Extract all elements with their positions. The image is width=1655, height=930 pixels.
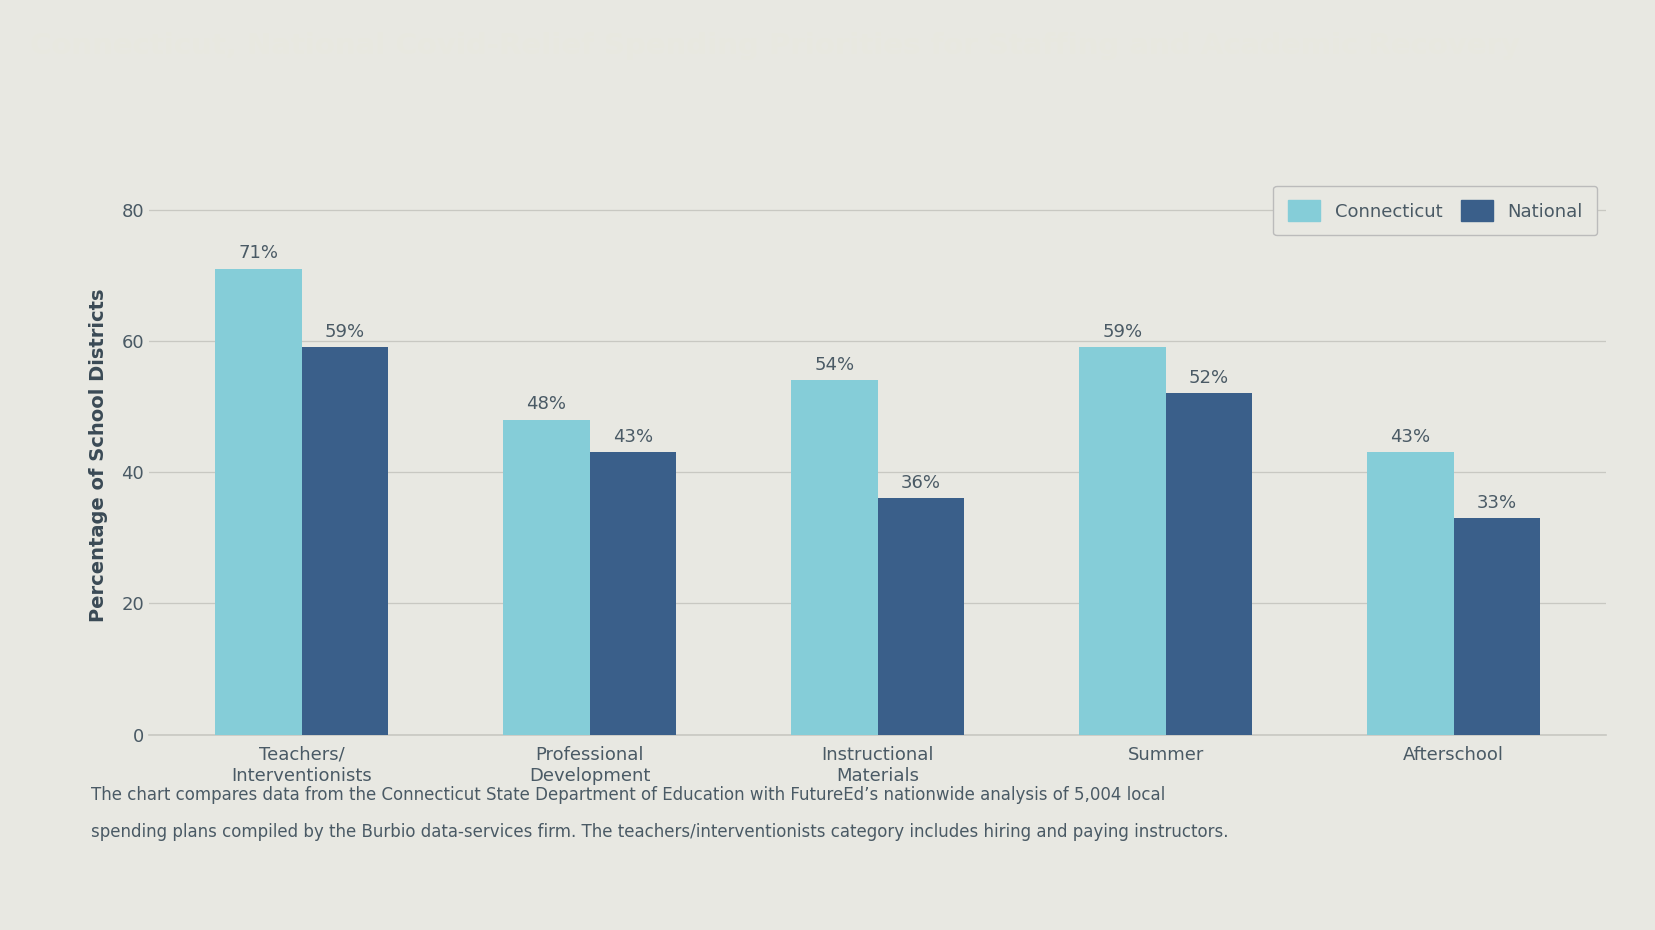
Text: 33%: 33%	[1476, 494, 1516, 512]
Text: 43%: 43%	[612, 428, 652, 445]
Bar	[877, 498, 963, 735]
Text: 52%: 52%	[1188, 369, 1228, 387]
Text: 59%: 59%	[1102, 323, 1142, 340]
Bar	[1079, 348, 1165, 735]
Bar	[1367, 452, 1453, 735]
Text: 43%: 43%	[1390, 428, 1430, 445]
Bar	[589, 452, 675, 735]
Text: 54%: 54%	[814, 355, 854, 374]
Text: 71%: 71%	[238, 244, 278, 262]
Bar	[215, 269, 301, 735]
Text: 48%: 48%	[526, 395, 566, 413]
Text: Connecticut, National Covid-Relief Spending Priorities for Staffing and Academic: Connecticut, National Covid-Relief Spend…	[30, 33, 1519, 60]
Text: spending plans compiled by the Burbio data-services firm. The teachers/intervent: spending plans compiled by the Burbio da…	[91, 823, 1228, 841]
Bar	[1165, 393, 1251, 735]
Bar	[503, 419, 589, 735]
Legend: Connecticut, National: Connecticut, National	[1273, 186, 1597, 235]
Text: 59%: 59%	[324, 323, 364, 340]
Bar	[1453, 518, 1539, 735]
Bar	[791, 380, 877, 735]
Bar	[301, 348, 387, 735]
Text: The chart compares data from the Connecticut State Department of Education with : The chart compares data from the Connect…	[91, 786, 1165, 804]
Y-axis label: Percentage of School Districts: Percentage of School Districts	[88, 289, 108, 622]
Text: 36%: 36%	[900, 473, 940, 492]
